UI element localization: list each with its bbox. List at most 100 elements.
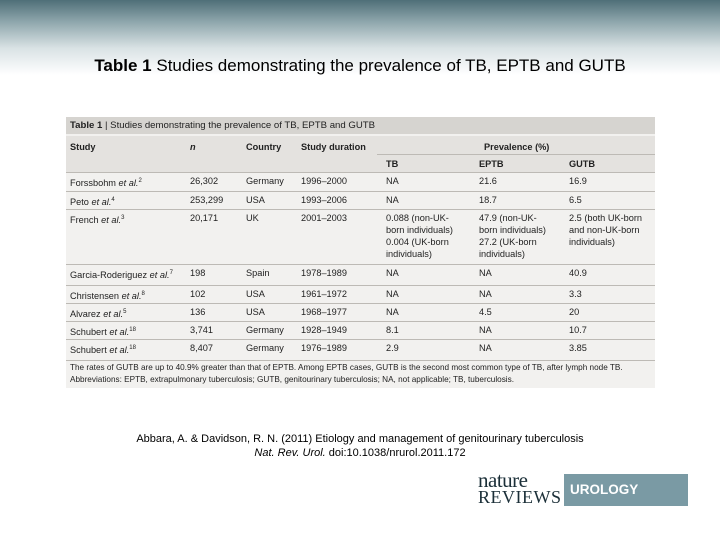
cell-country: USA: [246, 307, 265, 317]
cell-line: individuals): [569, 237, 615, 247]
cell-duration: 2001–2003: [301, 213, 347, 223]
study-author: Schubert: [70, 327, 110, 338]
row-divider: [66, 264, 655, 265]
prevalence-divider: [377, 154, 655, 155]
header-gutb: GUTB: [569, 159, 596, 169]
cell-n: 8,407: [190, 343, 213, 353]
nature-reviews-urology-logo: nature REVIEWS UROLOGY: [478, 468, 690, 508]
cell-line: 10.7: [569, 325, 587, 335]
header-study: Study: [70, 142, 96, 152]
cell-eptb: 47.9 (non-UK-born individuals) 27.2 (UK-b…: [479, 212, 546, 260]
cell-tb: 0.088 (non-UK-born individuals) 0.004 (UK…: [386, 212, 453, 260]
cell-tb: NA: [386, 194, 399, 206]
footnote-line: Abbreviations: EPTB, extrapulmonary tube…: [70, 375, 514, 384]
row-divider: [66, 191, 655, 192]
cell-n: 136: [190, 307, 206, 317]
cell-duration: 1961–1972: [301, 289, 347, 299]
citation-journal: Nat. Rev. Urol.: [254, 447, 326, 459]
row-divider: [66, 285, 655, 286]
cell-line: 8.1: [386, 325, 399, 335]
cell-line: individuals): [386, 249, 432, 259]
study-etal: et al.: [109, 327, 130, 338]
cell-country: Germany: [246, 343, 284, 353]
cell-eptb: NA: [479, 324, 492, 336]
cell-study: French et al.3: [70, 212, 124, 226]
cell-country: Germany: [246, 325, 284, 335]
cell-n: 198: [190, 268, 206, 278]
study-reference: 7: [169, 270, 173, 276]
header-country: Country: [246, 142, 282, 152]
cell-study: Peto et al.4: [70, 194, 115, 208]
citation-line: Abbara, A. & Davidson, R. N. (2011) Etio…: [136, 433, 584, 445]
cell-line: NA: [386, 268, 399, 278]
cell-tb: 8.1: [386, 324, 399, 336]
header-divider: [66, 172, 655, 173]
study-reference: 8: [141, 291, 145, 297]
study-reference: 4: [111, 197, 115, 203]
cell-gutb: 10.7: [569, 324, 587, 336]
cell-duration: 1996–2000: [301, 176, 347, 186]
table-caption: Table 1 | Studies demonstrating the prev…: [66, 117, 655, 134]
header-n: n: [190, 142, 196, 152]
cell-line: and non-UK-born: [569, 225, 640, 235]
cell-duration: 1978–1989: [301, 268, 347, 278]
cell-duration: 1993–2006: [301, 195, 347, 205]
study-reference: 18: [129, 345, 136, 351]
cell-line: 18.7: [479, 195, 497, 205]
cell-country: Germany: [246, 176, 284, 186]
study-author: Peto: [70, 197, 92, 208]
cell-line: 2.5 (both UK-born: [569, 213, 643, 223]
cell-study: Alvarez et al.5: [70, 306, 126, 320]
footnote-line: The rates of GUTB are up to 40.9% greate…: [70, 363, 623, 372]
header-study-duration: Study duration: [301, 142, 366, 152]
cell-eptb: NA: [479, 288, 492, 300]
cell-country: Spain: [246, 268, 270, 278]
logo-reviews-text: REVIEWS: [478, 487, 562, 507]
cell-line: 16.9: [569, 176, 587, 186]
cell-line: NA: [479, 289, 492, 299]
study-etal: et al.: [121, 291, 142, 302]
table-caption-label: Table 1: [70, 120, 103, 131]
cell-line: born individuals): [386, 225, 453, 235]
cell-line: NA: [386, 289, 399, 299]
table-footnote: The rates of GUTB are up to 40.9% greate…: [70, 362, 650, 386]
footnote-divider: [66, 360, 655, 361]
cell-line: NA: [479, 343, 492, 353]
header-tb: TB: [386, 159, 399, 169]
cell-line: 3.85: [569, 343, 587, 353]
study-author: Alvarez: [70, 309, 104, 320]
cell-study: Christensen et al.8: [70, 288, 145, 302]
cell-line: 0.004 (UK-born: [386, 237, 449, 247]
cell-country: USA: [246, 195, 265, 205]
cell-duration: 1976–1989: [301, 343, 347, 353]
cell-duration: 1968–1977: [301, 307, 347, 317]
citation: Abbara, A. & Davidson, R. N. (2011) Etio…: [0, 432, 720, 460]
cell-eptb: NA: [479, 342, 492, 354]
study-author: Garcia-Roderiguez: [70, 270, 150, 281]
cell-line: NA: [386, 176, 399, 186]
cell-gutb: 6.5: [569, 194, 582, 206]
cell-tb: NA: [386, 175, 399, 187]
cell-study: Forssbohm et al.2: [70, 175, 142, 189]
cell-duration: 1928–1949: [301, 325, 347, 335]
cell-gutb: 16.9: [569, 175, 587, 187]
table-caption-text: | Studies demonstrating the prevalence o…: [102, 120, 376, 131]
cell-tb: NA: [386, 288, 399, 300]
cell-gutb: 3.85: [569, 342, 587, 354]
cell-tb: NA: [386, 306, 399, 318]
slide-title: Table 1 Studies demonstrating the preval…: [0, 56, 720, 76]
study-etal: et al.: [118, 178, 139, 189]
cell-n: 253,299: [190, 195, 224, 205]
cell-line: 0.088 (non-UK-: [386, 213, 449, 223]
logo-nature-text: nature: [478, 468, 528, 492]
cell-line: 4.5: [479, 307, 492, 317]
cell-eptb: 4.5: [479, 306, 492, 318]
slide-title-label: Table 1: [94, 56, 152, 75]
cell-line: 3.3: [569, 289, 582, 299]
row-divider: [66, 321, 655, 322]
study-etal: et al.: [101, 215, 122, 226]
cell-study: Schubert et al.18: [70, 324, 136, 338]
row-divider: [66, 339, 655, 340]
study-etal: et al.: [91, 197, 112, 208]
row-divider: [66, 303, 655, 304]
